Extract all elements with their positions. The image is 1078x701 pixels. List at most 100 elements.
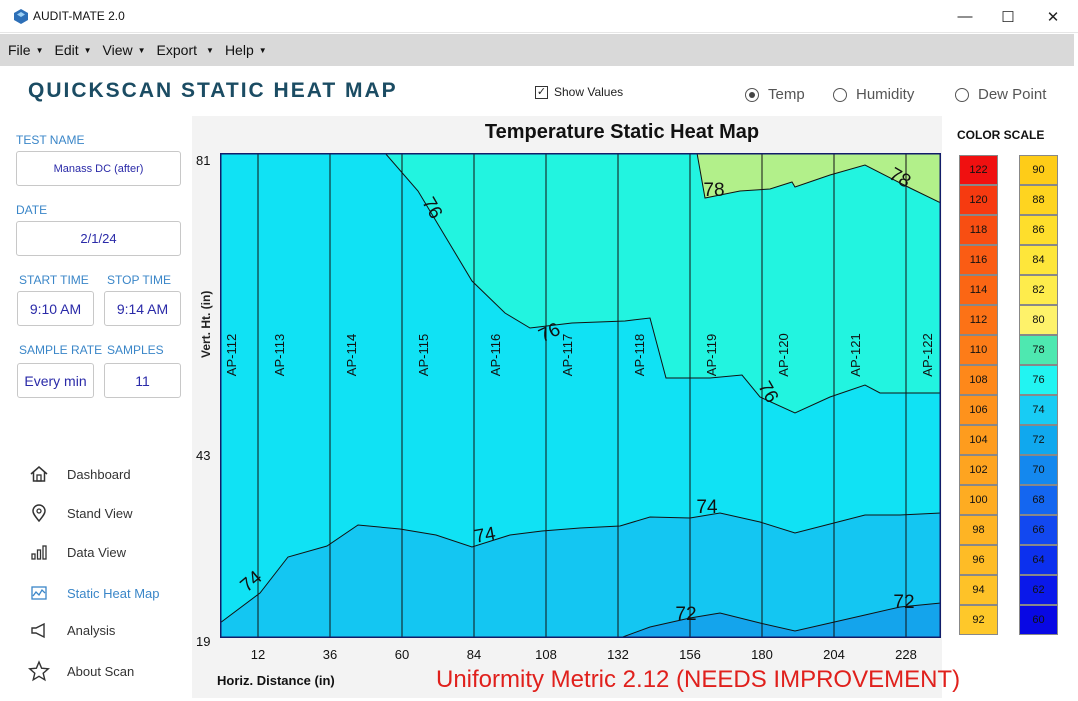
radio-unselected-icon xyxy=(833,87,847,102)
menu-label: View xyxy=(102,42,133,58)
heat-map-icon xyxy=(28,582,50,604)
ap-label-ap-114: AP-114 xyxy=(344,334,359,376)
samples-field[interactable]: 11 xyxy=(104,363,181,398)
color-scale-swatch-100: 100 xyxy=(959,485,998,515)
color-scale-swatch-120: 120 xyxy=(959,185,998,215)
contour-label-74: 74 xyxy=(696,497,718,518)
color-scale-swatch-68: 68 xyxy=(1019,485,1058,515)
x-tick-108: 108 xyxy=(535,647,557,662)
color-scale-swatch-118: 118 xyxy=(959,215,998,245)
color-scale-swatch-114: 114 xyxy=(959,275,998,305)
test-name-field[interactable]: Manass DC (after) xyxy=(16,151,181,186)
color-scale-swatch-106: 106 xyxy=(959,395,998,425)
x-axis-label: Horiz. Distance (in) xyxy=(217,673,335,688)
stop-time-label: STOP TIME xyxy=(107,273,172,287)
x-tick-60: 60 xyxy=(394,647,410,662)
radio-humidity[interactable]: Humidity xyxy=(833,86,914,103)
color-scale-swatch-74: 74 xyxy=(1019,395,1058,425)
contour-label-74: 74 xyxy=(473,523,498,547)
nav-analysis[interactable]: Analysis xyxy=(28,619,115,641)
minimize-button[interactable]: — xyxy=(957,8,973,25)
y-tick-19: 19 xyxy=(196,634,211,649)
bar-chart-icon xyxy=(28,541,50,563)
maximize-button[interactable]: ☐ xyxy=(1001,8,1015,26)
color-scale-swatch-86: 86 xyxy=(1019,215,1058,245)
x-tick-228: 228 xyxy=(895,647,917,662)
nav-label: Static Heat Map xyxy=(67,585,160,601)
nav-static-heat-map[interactable]: Static Heat Map xyxy=(28,582,160,604)
start-time-field[interactable]: 9:10 AM xyxy=(17,291,94,326)
nav-about-scan[interactable]: About Scan xyxy=(28,660,134,682)
date-field[interactable]: 2/1/24 xyxy=(16,221,181,256)
chart-title: Temperature Static Heat Map xyxy=(484,121,760,143)
nav-stand-view[interactable]: Stand View xyxy=(28,502,133,524)
stop-time-field[interactable]: 9:14 AM xyxy=(104,291,181,326)
x-tick-180: 180 xyxy=(751,647,773,662)
caret-down-icon: ▼ xyxy=(137,45,146,55)
color-scale-swatch-62: 62 xyxy=(1019,575,1058,605)
ap-label-ap-118: AP-118 xyxy=(632,334,647,376)
menu-label: Export xyxy=(156,42,198,58)
checkmark-icon: ✓ xyxy=(535,85,548,99)
show-values-label: Show Values xyxy=(554,85,624,99)
radio-label: Humidity xyxy=(856,86,915,103)
y-tick-43: 43 xyxy=(196,448,211,463)
menu-help[interactable]: Help ▼ xyxy=(225,42,267,58)
ap-label-ap-122: AP-122 xyxy=(920,333,935,376)
color-scale-swatch-110: 110 xyxy=(959,335,998,365)
caret-down-icon: ▼ xyxy=(206,45,214,55)
radio-selected-icon xyxy=(745,87,759,102)
zone-72-fill xyxy=(620,603,941,638)
show-values-checkbox[interactable]: ✓ Show Values xyxy=(535,85,623,99)
contour-lines xyxy=(220,153,941,638)
location-pin-icon xyxy=(28,502,50,524)
date-label: DATE xyxy=(16,203,48,217)
ap-label-ap-120: AP-120 xyxy=(776,333,791,376)
color-scale-swatch-108: 108 xyxy=(959,365,998,395)
radio-temp[interactable]: Temp xyxy=(745,86,805,103)
color-scale-swatch-112: 112 xyxy=(959,305,998,335)
color-scale-swatch-78: 78 xyxy=(1019,335,1058,365)
zone-76-fill xyxy=(385,153,941,413)
radio-dew-point[interactable]: Dew Point xyxy=(955,86,1046,103)
menu-file[interactable]: File ▼ xyxy=(8,42,43,58)
caret-down-icon: ▼ xyxy=(35,45,44,55)
color-scale-swatch-104: 104 xyxy=(959,425,998,455)
caret-down-icon: ▼ xyxy=(258,45,267,55)
color-scale-swatch-66: 66 xyxy=(1019,515,1058,545)
color-scale-swatch-94: 94 xyxy=(959,575,998,605)
uniformity-metric: Uniformity Metric 2.12 (NEEDS IMPROVEMEN… xyxy=(436,666,961,693)
window-title: AUDIT-MATE 2.0 xyxy=(33,9,125,23)
nav-dashboard[interactable]: Dashboard xyxy=(28,463,131,485)
zone-78-fill xyxy=(697,153,941,203)
ap-label-ap-115: AP-115 xyxy=(416,334,431,376)
color-scale-swatch-76: 76 xyxy=(1019,365,1058,395)
start-time-label: START TIME xyxy=(19,273,89,287)
color-scale-swatch-84: 84 xyxy=(1019,245,1058,275)
color-scale-swatch-80: 80 xyxy=(1019,305,1058,335)
ap-label-ap-113: AP-113 xyxy=(272,334,287,376)
color-scale-swatch-72: 72 xyxy=(1019,425,1058,455)
color-scale-swatch-64: 64 xyxy=(1019,545,1058,575)
x-tick-132: 132 xyxy=(607,647,629,662)
color-scale-swatch-102: 102 xyxy=(959,455,998,485)
color-scale-swatch-98: 98 xyxy=(959,515,998,545)
radio-label: Dew Point xyxy=(978,86,1047,103)
left-panel xyxy=(0,116,192,698)
menu-edit[interactable]: Edit ▼ xyxy=(54,42,91,58)
plot-border xyxy=(220,153,941,638)
star-icon xyxy=(28,660,50,682)
menu-view[interactable]: View ▼ xyxy=(103,42,146,58)
contour-label-72: 72 xyxy=(675,604,696,625)
x-tick-156: 156 xyxy=(679,647,701,662)
page-title: QUICKSCAN STATIC HEAT MAP xyxy=(28,79,398,102)
color-scale-swatch-60: 60 xyxy=(1019,605,1058,635)
y-axis-label: Vert. Ht. (in) xyxy=(199,290,213,358)
color-scale-swatch-122: 122 xyxy=(959,155,998,185)
sample-rate-field[interactable]: Every min xyxy=(17,363,94,398)
radio-unselected-icon xyxy=(955,87,969,102)
close-button[interactable]: ✕ xyxy=(1046,8,1060,26)
access-point-lines xyxy=(257,153,907,638)
nav-data-view[interactable]: Data View xyxy=(28,541,126,563)
menu-export[interactable]: Export ▼ xyxy=(157,42,214,58)
